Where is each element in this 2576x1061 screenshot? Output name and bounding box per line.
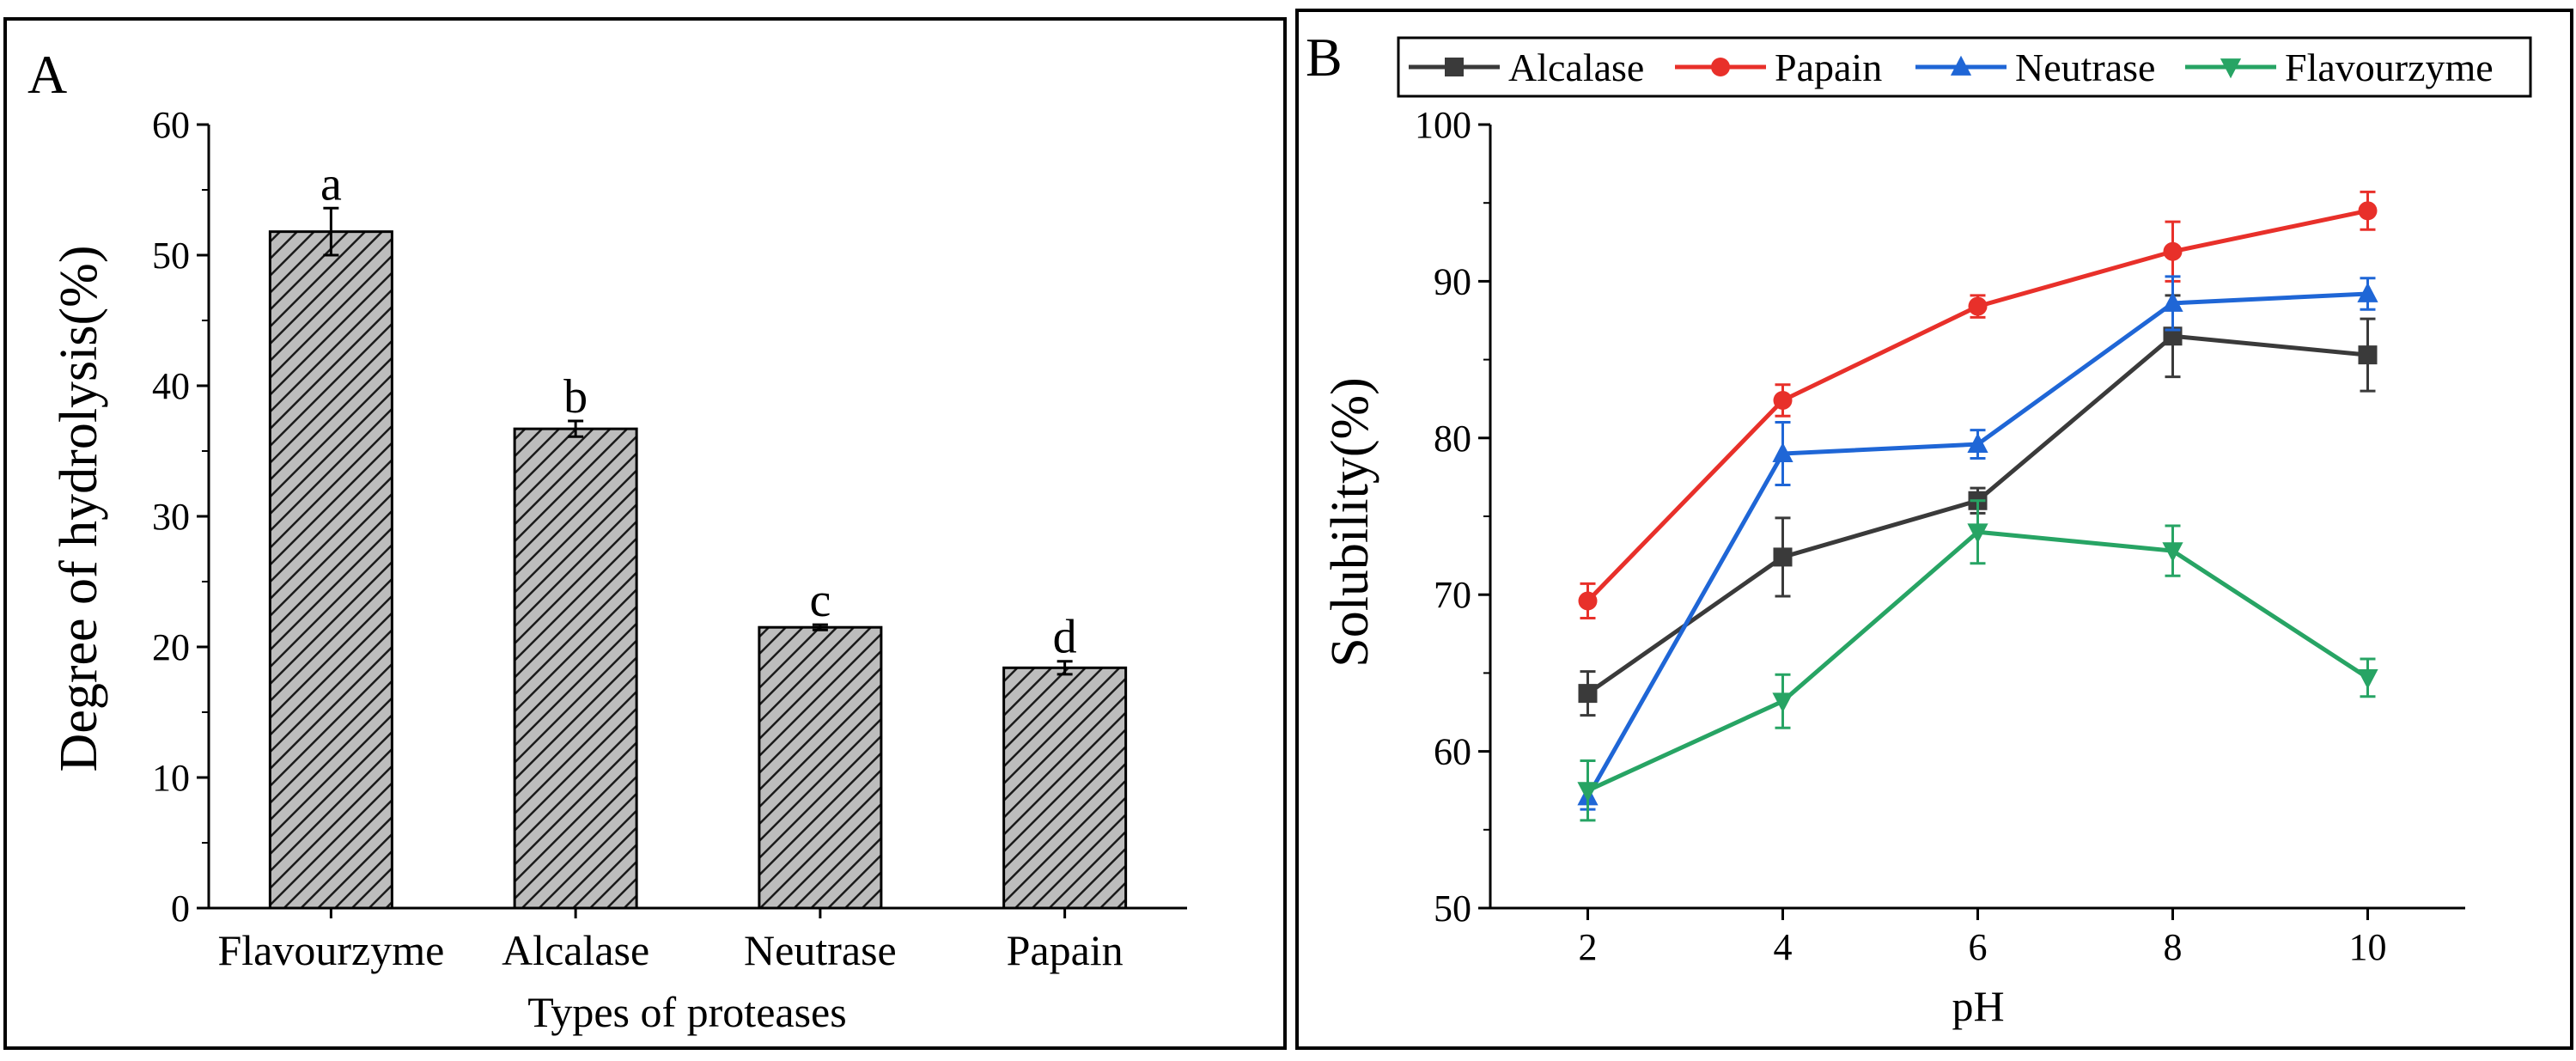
line-chart-y-tick-label: 100 xyxy=(1415,104,1471,146)
bar-chart-ylabel: Degree of hydrolysis(%) xyxy=(50,246,108,772)
bar-significance-label: b xyxy=(563,370,588,424)
line-chart-legend: Alcalase Papain Neutrase Flavourzyme xyxy=(1397,36,2532,98)
bar-chart-y-tick-label: 20 xyxy=(152,626,190,668)
line-chart-x-tick-label: 8 xyxy=(2164,926,2183,968)
series-point xyxy=(2357,282,2378,302)
series-point xyxy=(2358,345,2378,365)
bar-chart-x-tick-label: Flavourzyme xyxy=(217,926,444,974)
series-point xyxy=(1773,391,1793,411)
line-chart-y-tick-label: 80 xyxy=(1434,418,1471,460)
line-plot-area: 50 60 70 80 90 100 2 4 6 8 10 xyxy=(1415,104,2465,968)
bar xyxy=(268,230,393,910)
line-chart-ylabel: Solubility(%) xyxy=(1321,377,1379,668)
line-chart-y-tick-label: 50 xyxy=(1434,887,1471,930)
bar-chart-y-tick-label: 40 xyxy=(152,365,190,407)
bar-chart-x-tick-label: Neutrase xyxy=(744,926,897,974)
series-point xyxy=(1967,432,1988,453)
legend-label: Papain xyxy=(1775,46,1882,89)
series-neutrase xyxy=(1577,275,2378,811)
series-line xyxy=(1586,529,2369,793)
series-point xyxy=(1578,684,1598,704)
line-chart-xlabel: pH xyxy=(1952,982,2004,1030)
bar-plot-area: 0 10 20 30 40 50 60 a Flavourzyme b Alcalase c Neutr… xyxy=(152,104,1187,974)
bar-chart-y-tick-label: 0 xyxy=(171,887,190,930)
legend-label: Alcalase xyxy=(1508,46,1644,89)
series-point xyxy=(1772,442,1793,462)
series-point xyxy=(2163,241,2183,261)
bar-chart-x-tick-label: Papain xyxy=(1007,926,1124,974)
bar-chart-y-tick-label: 30 xyxy=(152,496,190,538)
line-chart-x-tick-label: 10 xyxy=(2349,926,2387,968)
series-point xyxy=(1772,692,1793,713)
bar-chart-degree-of-hydrolysis: 0 10 20 30 40 50 60 a Flavourzyme b Alcalase c Neutr… xyxy=(50,104,1187,1036)
line-chart-y-tick-label: 90 xyxy=(1434,260,1471,302)
line-chart-x-tick-label: 2 xyxy=(1579,926,1598,968)
legend-marker xyxy=(1950,55,1972,76)
bar-significance-label: d xyxy=(1053,611,1077,664)
series-point xyxy=(2358,201,2378,221)
panel-a-frame xyxy=(3,17,1287,1050)
legend-marker xyxy=(1711,58,1730,76)
series-point xyxy=(2162,291,2183,312)
series-point xyxy=(2162,542,2183,563)
bar-chart-y-tick-label: 10 xyxy=(152,757,190,799)
legend-marker xyxy=(1445,58,1464,76)
panel-a-label: A xyxy=(27,44,67,105)
line-chart-y-tick-label: 60 xyxy=(1434,731,1471,773)
series-point xyxy=(1577,782,1599,802)
series-papain xyxy=(1578,190,2378,620)
series-point xyxy=(1773,547,1793,567)
line-chart-y-tick-label: 70 xyxy=(1434,574,1471,616)
bar-chart-x-tick-label: Alcalase xyxy=(502,926,649,974)
bar xyxy=(758,625,883,910)
bar-significance-label: c xyxy=(809,574,831,627)
line-chart-x-tick-label: 6 xyxy=(1969,926,1988,968)
line-chart-solubility: 50 60 70 80 90 100 2 4 6 8 10 Solubility(%) pH Alc… xyxy=(1321,36,2532,1030)
bar xyxy=(1002,666,1128,910)
legend-label: Neutrase xyxy=(2015,46,2155,89)
bar-chart-xlabel: Types of proteases xyxy=(527,988,846,1036)
series-flavourzyme xyxy=(1577,499,2378,822)
bar-significance-label: a xyxy=(320,157,342,210)
panel-b-label: B xyxy=(1306,27,1343,88)
series-point xyxy=(1578,591,1598,611)
line-chart-x-tick-label: 4 xyxy=(1774,926,1793,968)
legend-label: Flavourzyme xyxy=(2285,46,2494,89)
bar-chart-y-tick-label: 60 xyxy=(152,104,190,146)
series-point xyxy=(1968,296,1988,316)
series-point xyxy=(2163,326,2183,346)
bar xyxy=(513,427,638,910)
legend-marker xyxy=(2220,58,2242,79)
panel-b-frame xyxy=(1295,9,2573,1050)
bar-chart-y-tick-label: 50 xyxy=(152,235,190,277)
series-point xyxy=(1967,523,1988,544)
series-point xyxy=(2357,668,2378,690)
